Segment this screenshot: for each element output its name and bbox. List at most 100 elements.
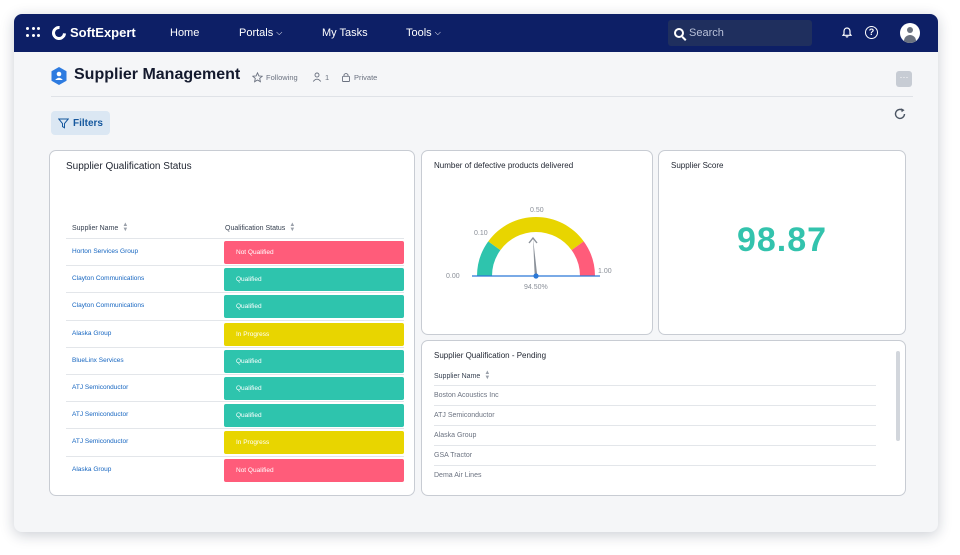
header-divider [51, 96, 913, 97]
status-badge: Qualified [224, 404, 404, 428]
gauge-value-label: 94.50% [524, 284, 548, 291]
table-row[interactable]: Horton Services Group Not Qualified [66, 238, 404, 265]
gauge-chart: 0.00 0.10 0.50 1.00 94.50% [446, 207, 612, 291]
nav-portals-label: Portals [239, 27, 274, 39]
table-row[interactable]: ATJ Semiconductor In Progress [66, 428, 404, 455]
search-input[interactable] [689, 27, 799, 39]
gauge-segment-low [477, 241, 501, 276]
nav-tools[interactable]: Tools ⌵ [406, 27, 441, 39]
bell-icon[interactable] [842, 27, 852, 38]
filter-icon [57, 118, 69, 129]
nav-tools-label: Tools [406, 27, 432, 39]
gauge-card-title: Number of defective products delivered [434, 161, 574, 170]
sort-icon[interactable]: ▲ ▼ [484, 370, 491, 381]
supplier-name-link[interactable]: Horton Services Group [72, 248, 139, 255]
supplier-name-link[interactable]: Alaska Group [72, 465, 112, 473]
status-badge: Not Qualified [224, 241, 404, 264]
gauge-label-max: 1.00 [598, 268, 612, 275]
pending-supplier-name: Dema Air Lines [434, 472, 482, 479]
filters-label: Filters [72, 117, 103, 129]
supplier-name-link[interactable]: ATJ Semiconductor [72, 438, 129, 446]
list-item[interactable]: ATJ Semiconductor [434, 405, 876, 425]
supplier-name-link[interactable]: ATJ Semiconductor [72, 411, 129, 419]
column-header-supplier-name[interactable]: Supplier Name ▲ ▼ [72, 222, 129, 233]
nav-home[interactable]: Home [170, 27, 199, 39]
gauge-segment-high [571, 241, 595, 276]
privacy-label: Private [354, 72, 378, 82]
user-avatar[interactable] [900, 23, 920, 43]
refresh-icon[interactable] [893, 107, 907, 121]
lock-icon [342, 72, 350, 82]
status-badge: In Progress [224, 431, 404, 455]
column-header-supplier-name[interactable]: Supplier Name ▲ ▼ [434, 370, 491, 381]
pending-supplier-name: Alaska Group [434, 432, 477, 439]
status-badge: In Progress [224, 322, 404, 346]
table-row[interactable]: Alaska Group Not Qualified [66, 455, 404, 483]
gauge-segment-mid [488, 217, 584, 251]
chevron-down-icon: ⌵ [434, 28, 441, 37]
gauge-needle [533, 238, 538, 276]
privacy-indicator: Private [341, 72, 377, 82]
apps-grid-icon[interactable] [26, 27, 40, 39]
pending-scrollbar[interactable] [896, 351, 900, 441]
table-row[interactable]: BlueLinx Services Qualified [66, 346, 404, 374]
list-item[interactable]: Dema Air Lines [434, 465, 876, 485]
list-item[interactable]: GSA Tractor [434, 445, 876, 465]
chevron-down-icon: ⌵ [276, 28, 283, 37]
search-box[interactable] [668, 20, 812, 46]
nav-home-label: Home [170, 27, 200, 39]
follow-toggle[interactable]: Following [252, 72, 298, 83]
nav-my-tasks-label: My Tasks [322, 27, 368, 39]
column-header-qualification-status[interactable]: Qualification Status ▲ ▼ [225, 222, 296, 233]
top-navigation-bar: SoftExpert Home Portals ⌵ My Tasks Tools… [14, 14, 938, 52]
qualification-card-title: Supplier Qualification Status [66, 161, 192, 172]
gauge-pivot [533, 273, 539, 279]
members-count-label: 1 [325, 72, 330, 82]
brand-logo[interactable]: SoftExpert [49, 22, 136, 43]
pending-card-title: Supplier Qualification - Pending [434, 351, 547, 360]
defective-products-gauge-card: Number of defective products delivered 0… [421, 150, 653, 335]
table-row[interactable]: Alaska Group In Progress [66, 319, 404, 347]
filters-button[interactable]: Filters [51, 111, 110, 135]
gauge-label-mid: 0.50 [530, 207, 544, 214]
table-row[interactable]: Clayton Communications Qualified [66, 292, 404, 319]
score-card-title: Supplier Score [671, 161, 724, 170]
nav-portals[interactable]: Portals ⌵ [239, 27, 282, 39]
supplier-name-link[interactable]: BlueLinx Services [72, 356, 124, 364]
supplier-score-card: Supplier Score 98.87 [658, 150, 906, 335]
app-window: SoftExpert Home Portals ⌵ My Tasks Tools… [14, 14, 938, 532]
brand-name: SoftExpert [70, 25, 136, 40]
supplier-name-link[interactable]: ATJ Semiconductor [72, 384, 129, 391]
nav-my-tasks[interactable]: My Tasks [322, 27, 368, 39]
page-title: Supplier Management [74, 66, 241, 83]
column-header-label: Supplier Name [434, 372, 481, 380]
status-badge: Not Qualified [224, 458, 404, 482]
status-badge: Qualified [224, 295, 404, 319]
column-header-label: Supplier Name [72, 224, 119, 232]
supplier-score-value: 98.87 [736, 221, 828, 259]
supplier-name-link[interactable]: Clayton Communications [72, 302, 145, 310]
qualification-pending-card: Supplier Qualification - Pending Supplie… [421, 340, 906, 496]
sort-icon[interactable]: ▲ ▼ [122, 222, 129, 233]
pending-supplier-name: GSA Tractor [434, 452, 473, 459]
more-options-button[interactable]: ··· [896, 71, 912, 87]
table-row[interactable]: Clayton Communications Qualified [66, 265, 404, 292]
following-label: Following [266, 73, 298, 82]
list-item[interactable]: Alaska Group [434, 425, 876, 445]
supplier-name-link[interactable]: Clayton Communications [72, 275, 145, 283]
supplier-name-link[interactable]: Alaska Group [72, 329, 112, 337]
star-icon [252, 72, 263, 83]
table-row[interactable]: ATJ Semiconductor Qualified [66, 401, 404, 428]
gauge-label-low: 0.10 [474, 230, 488, 237]
pending-supplier-name: Boston Acoustics Inc [434, 392, 499, 399]
sort-icon[interactable]: ▲ ▼ [289, 222, 296, 233]
gauge-label-min: 0.00 [446, 273, 460, 280]
qualification-status-card: Supplier Qualification Status Supplier N… [49, 150, 415, 496]
status-badge: Qualified [224, 377, 404, 400]
help-icon[interactable]: ? [865, 26, 878, 39]
table-row[interactable]: ATJ Semiconductor Qualified [66, 374, 404, 401]
search-icon [674, 28, 684, 38]
list-item[interactable]: Boston Acoustics Inc [434, 385, 876, 405]
members-count[interactable]: 1 [312, 72, 329, 82]
supplier-page-icon [51, 67, 67, 85]
